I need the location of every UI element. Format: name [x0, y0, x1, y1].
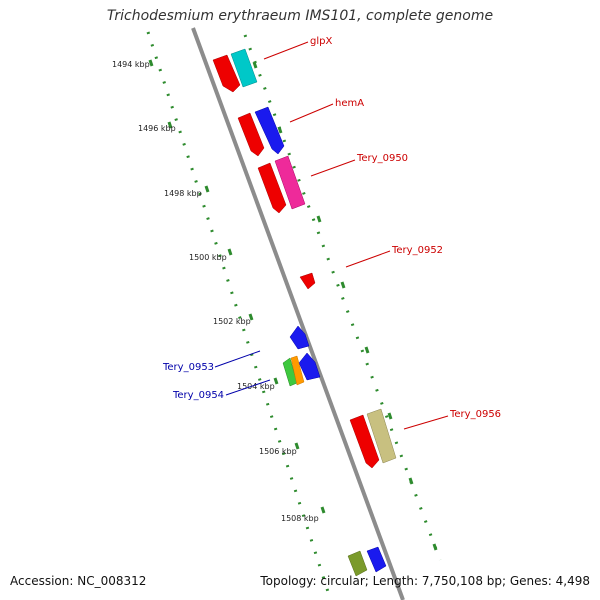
gene-label-hemA[interactable]: hemA — [335, 98, 364, 109]
major-tick — [316, 215, 322, 223]
leader-line-Tery-0954 — [225, 379, 271, 396]
gene-glpX-group — [212, 48, 258, 93]
major-tick — [432, 543, 438, 551]
gene-Tery-0956-group — [349, 408, 397, 469]
leader-line-Tery-0956 — [403, 415, 449, 430]
gene-block-hemA[interactable] — [237, 112, 265, 157]
gene-block-blue-reverse[interactable] — [289, 325, 310, 350]
gene-block-Tery-0952[interactable] — [299, 272, 316, 290]
left-tick-track — [146, 31, 332, 599]
gene-block-olive[interactable] — [347, 550, 368, 577]
kbp-label: 1506 kbp — [259, 447, 297, 456]
gene-block-blue[interactable] — [254, 106, 285, 155]
major-tick — [252, 61, 258, 69]
gene-block-blue-bottom[interactable] — [366, 546, 387, 573]
kbp-label: 1494 kbp — [112, 60, 150, 69]
leader-line-glpX — [263, 41, 309, 60]
gene-block-glpX[interactable] — [212, 54, 241, 93]
gene-block-blue-reverse[interactable] — [298, 352, 321, 381]
major-tick — [248, 313, 254, 321]
leader-line-Tery-0950 — [310, 159, 356, 177]
gene-label-Tery-0954[interactable]: Tery_0954 — [172, 390, 224, 401]
major-tick — [273, 377, 279, 385]
topology-text: Topology: circular; Length: 7,750,108 bp… — [260, 574, 590, 588]
right-tick-track — [243, 34, 442, 561]
gene-block-cyan[interactable] — [230, 48, 258, 88]
genome-backbone — [191, 27, 405, 600]
gene-Tery-0950-group — [257, 155, 306, 214]
right-major-ticks — [252, 61, 438, 551]
major-tick — [277, 126, 283, 134]
kbp-label: 1496 kbp — [138, 124, 176, 133]
major-tick — [204, 185, 210, 193]
major-tick — [408, 477, 414, 485]
gene-label-Tery-0952[interactable]: Tery_0952 — [391, 245, 443, 256]
leader-line-Tery-0952 — [345, 250, 391, 268]
kbp-label: 1508 kbp — [281, 514, 319, 523]
major-tick — [167, 121, 173, 129]
gene-hemA-group — [237, 106, 285, 157]
gene-label-glpX[interactable]: glpX — [310, 36, 332, 47]
major-tick — [320, 506, 326, 514]
leader-line-hemA — [289, 103, 334, 123]
kbp-label: 1504 kbp — [237, 382, 275, 391]
forward-leader-lines — [263, 41, 449, 430]
major-tick — [294, 442, 300, 450]
gene-label-Tery-0953[interactable]: Tery_0953 — [162, 362, 214, 373]
major-tick — [227, 248, 233, 256]
kbp-label: 1498 kbp — [164, 189, 202, 198]
gene-label-Tery-0956[interactable]: Tery_0956 — [449, 409, 501, 420]
accession-text: Accession: NC_008312 — [10, 574, 147, 588]
major-tick — [148, 59, 154, 67]
kbp-labels: 1494 kbp 1496 kbp 1498 kbp 1500 kbp 1502… — [112, 60, 319, 523]
reverse-leader-lines — [214, 350, 271, 396]
gene-block-Tery-0950[interactable] — [257, 162, 287, 214]
gene-block-Tery-0954[interactable] — [290, 355, 305, 386]
leader-line-Tery-0953 — [214, 350, 261, 368]
left-major-ticks — [148, 59, 326, 514]
kbp-label: 1500 kbp — [189, 253, 227, 262]
gene-label-Tery-0950[interactable]: Tery_0950 — [356, 153, 408, 164]
map-title: Trichodesmium erythraeum IMS101, complet… — [106, 8, 494, 24]
major-tick — [387, 412, 393, 420]
major-tick — [364, 346, 370, 354]
gene-block-Tery-0956[interactable] — [349, 414, 380, 469]
gene-block-magenta[interactable] — [274, 155, 306, 210]
kbp-label: 1502 kbp — [213, 317, 251, 326]
gene-block-khaki[interactable] — [366, 408, 397, 464]
major-tick — [340, 281, 346, 289]
